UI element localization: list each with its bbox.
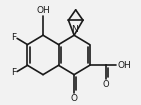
Text: O: O	[71, 94, 78, 103]
Text: O: O	[103, 80, 109, 89]
Text: F: F	[11, 68, 17, 77]
Text: N: N	[71, 25, 78, 34]
Text: OH: OH	[117, 61, 131, 70]
Text: OH: OH	[36, 6, 50, 15]
Text: F: F	[11, 33, 17, 42]
